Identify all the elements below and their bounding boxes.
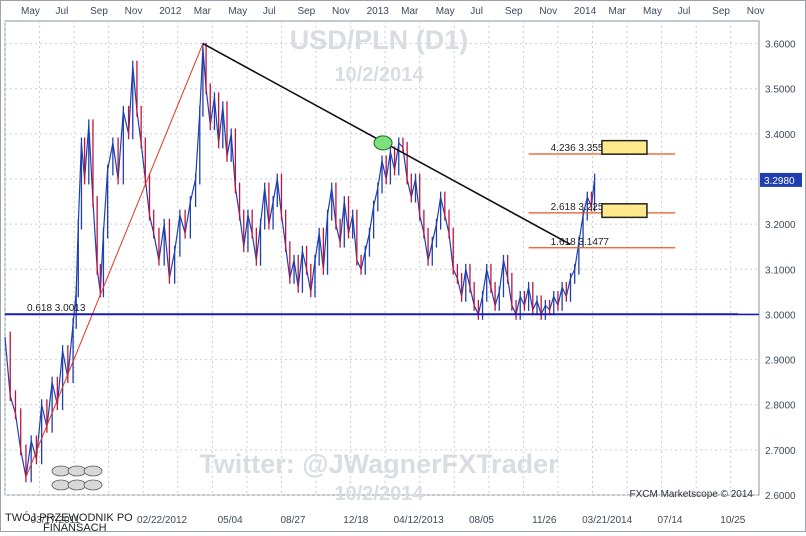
coin-icon bbox=[51, 479, 71, 491]
fib-level-label: 1.618 3.1477 bbox=[551, 237, 610, 248]
price-label-box bbox=[760, 172, 802, 187]
top-tick-label: Nov bbox=[747, 6, 765, 17]
target-box bbox=[601, 203, 648, 219]
y-tick-label: 3.1000 bbox=[765, 265, 796, 276]
top-tick-label: Jul bbox=[56, 6, 69, 17]
top-tick-label: Mar bbox=[401, 6, 419, 17]
watermark-subtitle: 10/2/2014 bbox=[335, 64, 425, 86]
bottom-tick-label: 03/21/2014 bbox=[582, 515, 632, 526]
coin-icon bbox=[51, 465, 71, 477]
top-tick-label: 2014 bbox=[574, 6, 597, 17]
axes: 3.60003.50003.40003.30003.20003.10003.00… bbox=[5, 6, 802, 534]
top-tick-label: Jul bbox=[263, 6, 276, 17]
top-tick-label: Nov bbox=[125, 6, 143, 17]
y-tick-label: 2.8000 bbox=[765, 401, 796, 412]
fib-retrace-line bbox=[25, 43, 204, 478]
coin-icon bbox=[67, 479, 87, 491]
top-tick-label: May bbox=[643, 6, 662, 17]
top-tick-label: 2012 bbox=[159, 6, 182, 17]
y-tick-label: 3.6000 bbox=[765, 40, 796, 51]
target-box bbox=[601, 139, 648, 155]
bottom-tick-label: 02/22/2012 bbox=[137, 515, 187, 526]
top-tick-label: Sep bbox=[712, 6, 730, 17]
fib-level-label: 0.618 3.0013 bbox=[27, 303, 86, 314]
top-tick-label: Jul bbox=[678, 6, 691, 17]
y-tick-label: 3.2000 bbox=[765, 220, 796, 231]
bottom-tick-label: 12/18 bbox=[343, 515, 368, 526]
coin-icon bbox=[83, 465, 103, 477]
coin-icon bbox=[83, 479, 103, 491]
top-tick-label: Mar bbox=[608, 6, 626, 17]
bottom-tick-label: 03/17/2011 bbox=[31, 515, 81, 526]
bottom-tick-label: 05/04 bbox=[218, 515, 243, 526]
plot-border bbox=[4, 20, 760, 496]
coin-icon bbox=[67, 465, 87, 477]
watermark-twitter: Twitter: @JWagnerFXTrader bbox=[199, 449, 559, 479]
top-tick-label: 2013 bbox=[367, 6, 390, 17]
touch-marker bbox=[373, 135, 393, 151]
price-line bbox=[4, 48, 596, 478]
bottom-tick-label: 08/27 bbox=[280, 515, 305, 526]
y-tick-label: 2.9000 bbox=[765, 356, 796, 367]
bottom-tick-label: 08/05 bbox=[469, 515, 494, 526]
y-tick-label: 3.0000 bbox=[765, 310, 796, 321]
watermarks: USD/PLN (D1) 10/2/2014 Twitter: @JWagnerFX… bbox=[199, 25, 559, 505]
top-tick-label: Mar bbox=[194, 6, 212, 17]
grid bbox=[4, 20, 760, 496]
y-tick-label: 2.6000 bbox=[765, 491, 796, 502]
top-tick-label: Sep bbox=[297, 6, 315, 17]
top-tick-label: Nov bbox=[539, 6, 557, 17]
price-series bbox=[4, 42, 596, 483]
logo-text-2: FINANSACH bbox=[43, 522, 107, 531]
top-tick-label: Jul bbox=[470, 6, 483, 17]
credit-text: FXCM Marketscope © 2014 bbox=[629, 489, 753, 500]
bottom-tick-label: 04/12/2013 bbox=[394, 515, 444, 526]
price-label: 3.2980 bbox=[764, 176, 795, 187]
top-tick-label: Sep bbox=[505, 6, 523, 17]
bottom-tick-label: 10/25 bbox=[720, 515, 745, 526]
fib-level-label: 4.236 3.3553 bbox=[551, 143, 610, 154]
bottom-tick-label: 11/26 bbox=[532, 515, 557, 526]
y-tick-label: 2.7000 bbox=[765, 446, 796, 457]
logo-text-1: TWÓJ PRZEWODNIK PO bbox=[5, 511, 133, 524]
top-tick-label: May bbox=[228, 6, 247, 17]
watermark-date: 10/2/2014 bbox=[335, 483, 425, 505]
bottom-tick-label: 07/14 bbox=[657, 515, 682, 526]
annotations: 0.618 3.0013 4.236 3.3553 2.618 3.2250 1.61… bbox=[5, 42, 759, 478]
top-tick-label: May bbox=[21, 6, 40, 17]
y-tick-label: 3.5000 bbox=[765, 85, 796, 96]
y-tick-label: 3.4000 bbox=[765, 130, 796, 141]
fib-level-label: 2.618 3.2250 bbox=[551, 202, 610, 213]
top-tick-label: Sep bbox=[90, 6, 108, 17]
watermark-title: USD/PLN (D1) bbox=[290, 25, 469, 55]
top-tick-label: Nov bbox=[332, 6, 350, 17]
top-tick-label: May bbox=[436, 6, 455, 17]
